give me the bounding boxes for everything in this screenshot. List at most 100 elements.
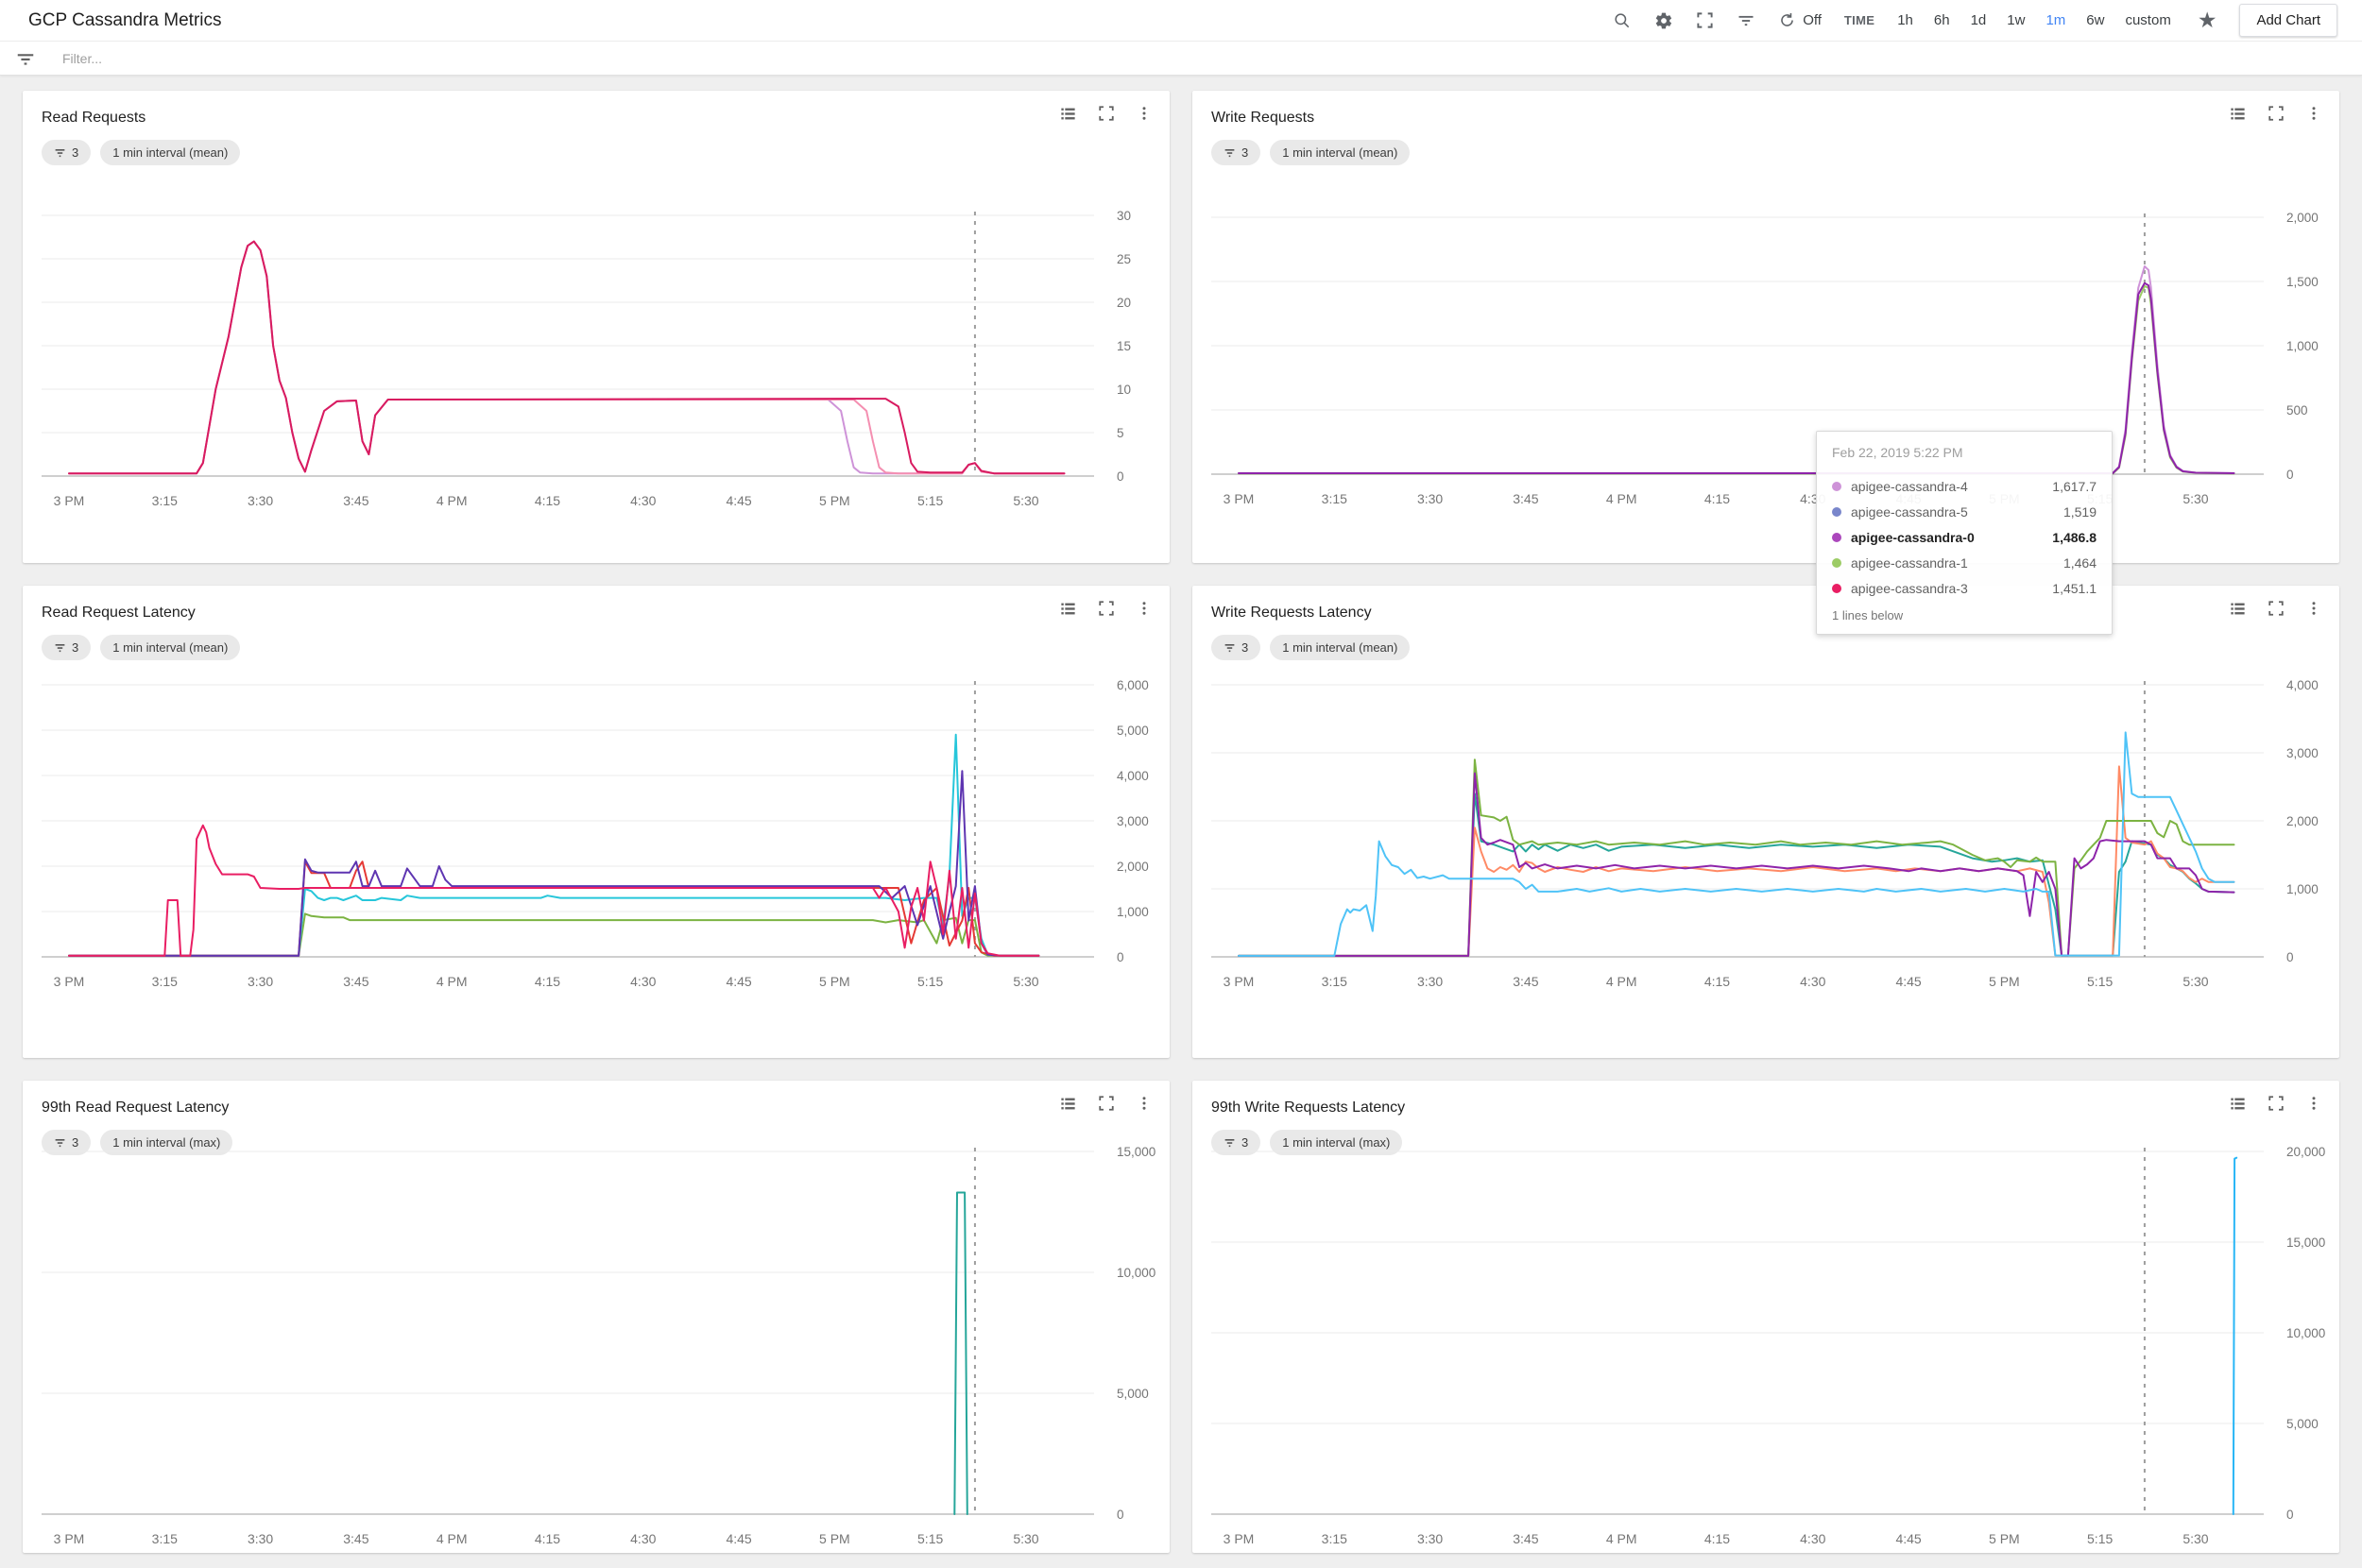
svg-text:1,500: 1,500 <box>2286 275 2319 289</box>
card-actions <box>2229 600 2322 618</box>
svg-text:4 PM: 4 PM <box>1606 974 1637 989</box>
filter-list-icon[interactable] <box>1737 11 1755 30</box>
series-line <box>1238 793 2235 957</box>
svg-text:3:30: 3:30 <box>1417 1531 1443 1546</box>
time-range-group: 1h 6h 1d 1w 1m 6w custom <box>1897 12 2171 28</box>
filter-count-chip[interactable]: 3 <box>42 635 92 660</box>
more-vert-icon[interactable] <box>1136 105 1153 123</box>
svg-text:5:15: 5:15 <box>917 974 943 989</box>
filter-count-chip[interactable]: 3 <box>1211 635 1261 660</box>
series-line <box>1238 731 2235 957</box>
interval-chip[interactable]: 1 min interval (mean) <box>1270 140 1411 165</box>
svg-text:4:15: 4:15 <box>535 493 560 508</box>
more-vert-icon[interactable] <box>1136 600 1153 618</box>
filter-count-label: 3 <box>1241 1135 1249 1150</box>
svg-text:15,000: 15,000 <box>2286 1236 2325 1250</box>
svg-text:3:45: 3:45 <box>343 493 368 508</box>
legend-list-icon[interactable] <box>2229 1095 2247 1113</box>
fullscreen-icon[interactable] <box>1098 1095 1115 1113</box>
chart-card-read-requests: Read Requests 3 1 min interval (mean) 0 5… <box>23 91 1170 563</box>
svg-text:5:15: 5:15 <box>2087 974 2113 989</box>
time-range-option-6w[interactable]: 6w <box>2086 12 2105 28</box>
legend-list-icon[interactable] <box>2229 105 2247 123</box>
filter-input[interactable] <box>60 49 533 67</box>
filter-lines-icon <box>54 1136 66 1149</box>
fullscreen-icon[interactable] <box>1098 600 1115 618</box>
chart-plot-read-request-latency[interactable]: 0 1,000 2,000 3,000 4,000 5,000 6,000 3 PM 3:15 3… <box>42 678 1185 1003</box>
more-vert-icon[interactable] <box>2305 1095 2322 1113</box>
interval-label: 1 min interval (mean) <box>112 145 229 160</box>
fullscreen-icon[interactable] <box>1098 105 1115 123</box>
filter-count-chip[interactable]: 3 <box>42 140 92 165</box>
svg-text:4:45: 4:45 <box>726 493 751 508</box>
svg-text:4,000: 4,000 <box>2286 678 2319 692</box>
series-name: apigee-cassandra-0 <box>1851 529 1975 545</box>
series-name: apigee-cassandra-4 <box>1851 478 1968 494</box>
fullscreen-icon[interactable] <box>1696 11 1714 29</box>
legend-list-icon[interactable] <box>2229 600 2247 618</box>
svg-text:3:30: 3:30 <box>1417 974 1443 989</box>
svg-text:10,000: 10,000 <box>2286 1326 2325 1340</box>
svg-text:5 PM: 5 PM <box>819 1531 850 1546</box>
filter-count-chip[interactable]: 3 <box>1211 140 1261 165</box>
fullscreen-icon[interactable] <box>2268 105 2285 123</box>
series-value: 1,519 <box>2062 503 2097 520</box>
svg-text:4:15: 4:15 <box>535 1531 560 1546</box>
svg-text:4,000: 4,000 <box>1117 769 1149 783</box>
svg-text:5:30: 5:30 <box>1013 1531 1038 1546</box>
legend-list-icon[interactable] <box>1059 105 1077 123</box>
svg-text:5,000: 5,000 <box>2286 1417 2319 1431</box>
chart-plot-write-requests-latency[interactable]: 0 1,000 2,000 3,000 4,000 3 PM 3:15 3:30 3:45 4 P… <box>1211 678 2354 1003</box>
filter-lines-icon <box>54 146 66 159</box>
badge-row: 3 1 min interval (mean) <box>42 635 1151 660</box>
time-range-option-1h[interactable]: 1h <box>1897 12 1913 28</box>
series-line <box>68 240 1066 475</box>
chart-grid: Read Requests 3 1 min interval (mean) 0 5… <box>0 76 2362 1568</box>
time-range-option-1d[interactable]: 1d <box>1970 12 1987 28</box>
refresh-state-label: Off <box>1803 12 1822 28</box>
fullscreen-icon[interactable] <box>2268 1095 2285 1113</box>
svg-text:2,000: 2,000 <box>1117 860 1149 874</box>
add-chart-button[interactable]: Add Chart <box>2239 4 2337 37</box>
search-icon[interactable] <box>1613 11 1632 30</box>
chart-plot-99th-write-requests-latency[interactable]: 0 5,000 10,000 15,000 20,000 3 PM 3:15 3:30 3:45… <box>1211 1145 2354 1560</box>
time-range-option-1w[interactable]: 1w <box>2007 12 2026 28</box>
interval-label: 1 min interval (mean) <box>1282 145 1398 160</box>
chart-title: 99th Write Requests Latency <box>1211 1099 1406 1116</box>
chart-card-99th-write-requests-latency: 99th Write Requests Latency 3 1 min inte… <box>1192 1081 2339 1553</box>
charts-row-3: 99th Read Request Latency 3 1 min interv… <box>23 1081 2339 1553</box>
svg-text:3:45: 3:45 <box>1513 974 1538 989</box>
filter-lines-icon <box>15 48 36 69</box>
chart-plot-read-requests[interactable]: 0 5 10 15 20 25 30 3 PM 3:15 3:30 3:45 4 PM 4:15 4:30… <box>42 209 1185 522</box>
series-color-dot <box>1832 506 1841 517</box>
time-range-option-1m[interactable]: 1m <box>2045 12 2066 28</box>
settings-gear-icon[interactable] <box>1654 11 1673 30</box>
time-range-option-custom[interactable]: custom <box>2125 12 2171 28</box>
legend-list-icon[interactable] <box>1059 600 1077 618</box>
interval-chip[interactable]: 1 min interval (mean) <box>1270 635 1411 660</box>
svg-text:3:30: 3:30 <box>1417 491 1443 506</box>
chart-plot-svg: 0 1,000 2,000 3,000 4,000 5,000 6,000 3 PM 3:15 3… <box>42 678 1149 989</box>
svg-text:4 PM: 4 PM <box>436 974 468 989</box>
svg-text:3,000: 3,000 <box>1117 814 1149 828</box>
more-vert-icon[interactable] <box>2305 600 2322 618</box>
interval-chip[interactable]: 1 min interval (mean) <box>100 140 241 165</box>
more-vert-icon[interactable] <box>2305 105 2322 123</box>
svg-text:15,000: 15,000 <box>1117 1145 1155 1159</box>
more-vert-icon[interactable] <box>1136 1095 1153 1113</box>
interval-label: 1 min interval (max) <box>1282 1135 1391 1150</box>
series-value: 1,451.1 <box>2052 580 2097 596</box>
fullscreen-icon[interactable] <box>2268 600 2285 618</box>
time-range-option-6h[interactable]: 6h <box>1933 12 1950 28</box>
interval-chip[interactable]: 1 min interval (mean) <box>100 635 241 660</box>
legend-list-icon[interactable] <box>1059 1095 1077 1113</box>
series-line <box>1238 281 2235 474</box>
star-icon[interactable]: ★ <box>2197 8 2217 32</box>
svg-text:3 PM: 3 PM <box>54 493 85 508</box>
series-color-dot <box>1832 532 1841 542</box>
charts-row-1: Read Requests 3 1 min interval (mean) 0 5… <box>23 91 2339 563</box>
chart-plot-99th-read-request-latency[interactable]: 0 5,000 10,000 15,000 3 PM 3:15 3:30 3:45 4 PM 4:… <box>42 1145 1185 1560</box>
auto-refresh-toggle[interactable]: Off <box>1778 11 1822 29</box>
series-value: 1,486.8 <box>2052 529 2097 545</box>
chart-plot-write-requests[interactable]: 0 500 1,000 1,500 2,000 3 PM 3:15 3:30 3:45 4 PM 4… <box>1211 211 2354 520</box>
